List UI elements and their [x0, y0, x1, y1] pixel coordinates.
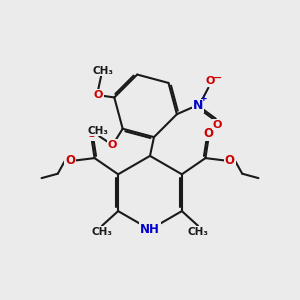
Text: NH: NH — [140, 223, 160, 236]
Text: −: − — [212, 72, 222, 82]
Text: CH₃: CH₃ — [92, 227, 112, 237]
Text: N: N — [193, 99, 203, 112]
Text: O: O — [212, 119, 222, 130]
Text: CH₃: CH₃ — [92, 66, 113, 76]
Text: O: O — [93, 89, 103, 100]
Text: CH₃: CH₃ — [87, 126, 108, 136]
Text: O: O — [65, 154, 75, 167]
Text: O: O — [225, 154, 235, 167]
Text: O: O — [203, 127, 213, 140]
Text: O: O — [205, 76, 214, 86]
Text: +: + — [200, 94, 208, 103]
Text: O: O — [87, 127, 97, 140]
Text: CH₃: CH₃ — [188, 227, 208, 237]
Text: O: O — [108, 140, 117, 150]
